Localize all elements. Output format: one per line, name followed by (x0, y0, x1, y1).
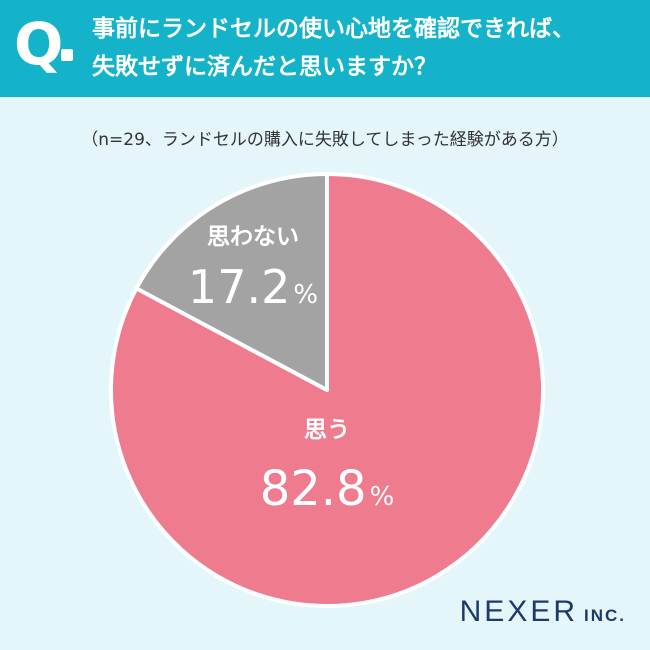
logo-main-text: NEXER (459, 595, 578, 628)
question-line-2: 失敗せずに済んだと思いますか？ (92, 54, 437, 80)
slice-value-no: 17.2% (188, 260, 318, 314)
slice-value-yes: 82.8% (260, 461, 395, 517)
nexer-logo: NEXER INC. (460, 595, 626, 629)
slice-label-yes: 思う (304, 417, 350, 443)
question-line-1: 事前にランドセルの使い心地を確認できれば、 (92, 16, 575, 42)
slice-label-no: 思わない (207, 224, 299, 250)
question-mark-q: Q (14, 10, 64, 78)
question-mark-dot (61, 49, 73, 61)
question-header: Q 事前にランドセルの使い心地を確認できれば、 失敗せずに済んだと思いますか？ (0, 0, 650, 97)
sample-note: （n=29、ランドセルの購入に失敗してしまった経験がある方） (81, 130, 569, 150)
pie-slice-no (134, 172, 329, 392)
logo-sub-text: INC. (584, 606, 626, 625)
